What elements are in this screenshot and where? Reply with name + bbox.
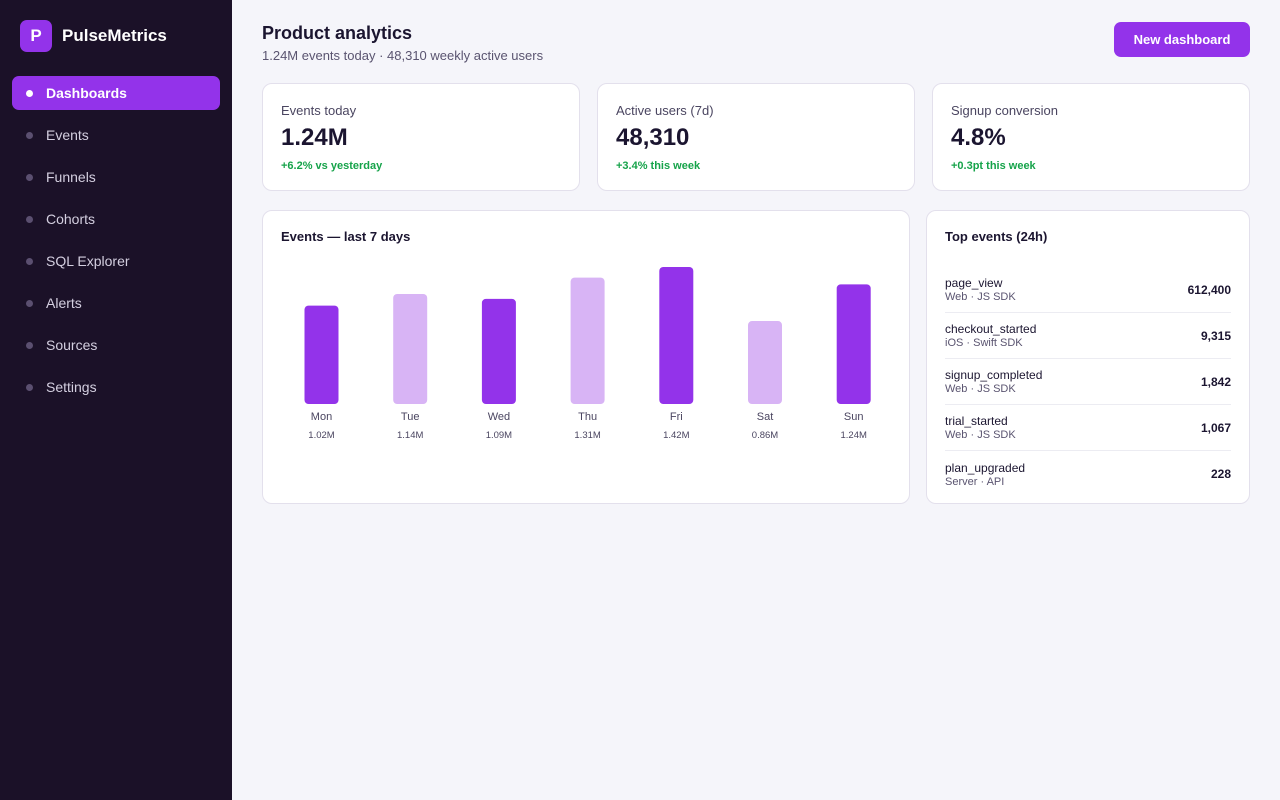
sidebar: P PulseMetrics Dashboards Events Funnels… [0, 0, 232, 800]
event-source: Web · JS SDK [945, 429, 1016, 441]
page-title: Product analytics [262, 23, 413, 43]
sidebar-item-settings[interactable]: Settings [12, 370, 220, 404]
brand-name: PulseMetrics [62, 26, 167, 45]
sidebar-item-label: Funnels [46, 169, 96, 185]
sidebar-item-label: Dashboards [46, 85, 127, 101]
kpi-value: 4.8% [951, 124, 1006, 151]
top-events-card: Top events (24h) page_view Web · JS SDK … [926, 210, 1250, 504]
events-chart-card: Events — last 7 days Mon 1.02M Tue 1.14M Wed… [262, 210, 910, 504]
sidebar-item-label: Events [46, 127, 89, 143]
new-dashboard-button[interactable]: New dashboard [1114, 22, 1250, 57]
bullet-icon [26, 173, 33, 181]
event-name: plan_upgraded [945, 460, 1026, 475]
kpi-card-signup-conversion: Signup conversion 4.8% +0.3pt this week [932, 83, 1250, 191]
data-label: 0.86M [752, 430, 778, 441]
x-tick-label: Mon [311, 411, 332, 423]
chart-bar-wed[interactable] [481, 298, 516, 404]
bullet-icon [26, 341, 33, 349]
chart-bar-sat[interactable] [748, 321, 782, 404]
kpi-delta: +0.3pt this week [951, 160, 1036, 172]
data-label: 1.42M [663, 430, 689, 441]
sidebar-item-events[interactable]: Events [12, 118, 220, 152]
brand[interactable]: P PulseMetrics [20, 20, 167, 52]
sidebar-item-alerts[interactable]: Alerts [12, 286, 220, 320]
bullet-icon [26, 89, 33, 97]
kpi-card-active-users: Active users (7d) 48,310 +3.4% this week [597, 83, 915, 191]
event-count: 228 [1210, 467, 1231, 481]
sidebar-item-label: Alerts [46, 295, 82, 311]
bullet-icon [26, 215, 33, 223]
bullet-icon [26, 131, 33, 139]
sidebar-item-dashboards[interactable]: Dashboards [12, 76, 220, 110]
kpi-label: Signup conversion [951, 103, 1058, 118]
event-count: 1,842 [1200, 374, 1231, 389]
kpi-delta: +3.4% this week [616, 160, 701, 172]
event-source: Web · JS SDK [945, 383, 1016, 395]
data-label: 1.31M [574, 430, 600, 441]
event-source: Server · API [945, 475, 1005, 488]
chart-bar-mon[interactable] [304, 305, 339, 404]
kpi-value: 1.24M [281, 124, 348, 151]
brand-logo-icon: P [20, 20, 52, 52]
sidebar-item-label: Cohorts [46, 211, 96, 227]
data-label: 1.24M [840, 430, 866, 441]
events-bar-chart: Mon 1.02M Tue 1.14M Wed 1.09M Thu 1.31M Fri 1.42M… [304, 267, 871, 441]
kpi-delta: +6.2% vs yesterday [281, 160, 383, 172]
chart-title: Events — last 7 days [281, 229, 411, 244]
event-name: checkout_started [945, 322, 1037, 336]
sidebar-nav: Dashboards Events Funnels Cohorts SQL Ex… [12, 76, 220, 412]
sidebar-item-sources[interactable]: Sources [12, 328, 220, 362]
chart-bar-thu[interactable] [570, 277, 605, 404]
kpi-label: Active users (7d) [616, 103, 714, 118]
sidebar-item-label: SQL Explorer [46, 253, 130, 269]
event-count: 1,067 [1200, 420, 1231, 435]
top-events-title: Top events (24h) [945, 229, 1048, 244]
event-name: page_view [945, 276, 1003, 290]
x-tick-label: Tue [401, 411, 420, 423]
bullet-icon [26, 383, 33, 391]
sidebar-item-sql-explorer[interactable]: SQL Explorer [12, 244, 220, 278]
bullet-icon [26, 299, 33, 307]
x-tick-label: Fri [670, 411, 683, 423]
list-item[interactable]: signup_completed Web · JS SDK 1,842 [945, 359, 1231, 405]
top-events-list: page_view Web · JS SDK 612,400 checkout_… [945, 267, 1231, 497]
event-source: Web · JS SDK [945, 291, 1016, 303]
kpi-label: Events today [281, 103, 357, 118]
list-item[interactable]: checkout_started iOS · Swift SDK 9,315 [945, 313, 1231, 359]
data-label: 1.02M [308, 430, 334, 441]
data-label: 1.09M [486, 430, 512, 441]
x-tick-label: Wed [488, 411, 510, 423]
page-subtitle: 1.24M events today · 48,310 weekly activ… [262, 48, 544, 63]
bullet-icon [26, 257, 33, 265]
x-tick-label: Sat [757, 411, 774, 423]
event-source: iOS · Swift SDK [945, 337, 1023, 349]
sidebar-item-label: Settings [46, 379, 97, 395]
list-item[interactable]: trial_started Web · JS SDK 1,067 [945, 405, 1231, 451]
kpi-card-events-today: Events today 1.24M +6.2% vs yesterday [262, 83, 580, 191]
list-item[interactable]: page_view Web · JS SDK 612,400 [945, 267, 1231, 313]
sidebar-item-label: Sources [46, 337, 98, 353]
chart-bar-sun[interactable] [836, 284, 871, 404]
list-item[interactable]: plan_upgraded Server · API 228 [945, 451, 1231, 497]
event-name: trial_started [945, 414, 1008, 428]
chart-bar-tue[interactable] [393, 294, 428, 404]
chart-bar-fri[interactable] [659, 267, 694, 404]
event-count: 9,315 [1200, 328, 1231, 343]
x-tick-label: Sun [844, 411, 864, 423]
kpi-value: 48,310 [616, 124, 690, 151]
event-count: 612,400 [1187, 282, 1231, 297]
data-label: 1.14M [397, 430, 423, 441]
sidebar-item-cohorts[interactable]: Cohorts [12, 202, 220, 236]
event-name: signup_completed [945, 368, 1043, 382]
x-tick-label: Thu [578, 411, 597, 423]
sidebar-item-funnels[interactable]: Funnels [12, 160, 220, 194]
